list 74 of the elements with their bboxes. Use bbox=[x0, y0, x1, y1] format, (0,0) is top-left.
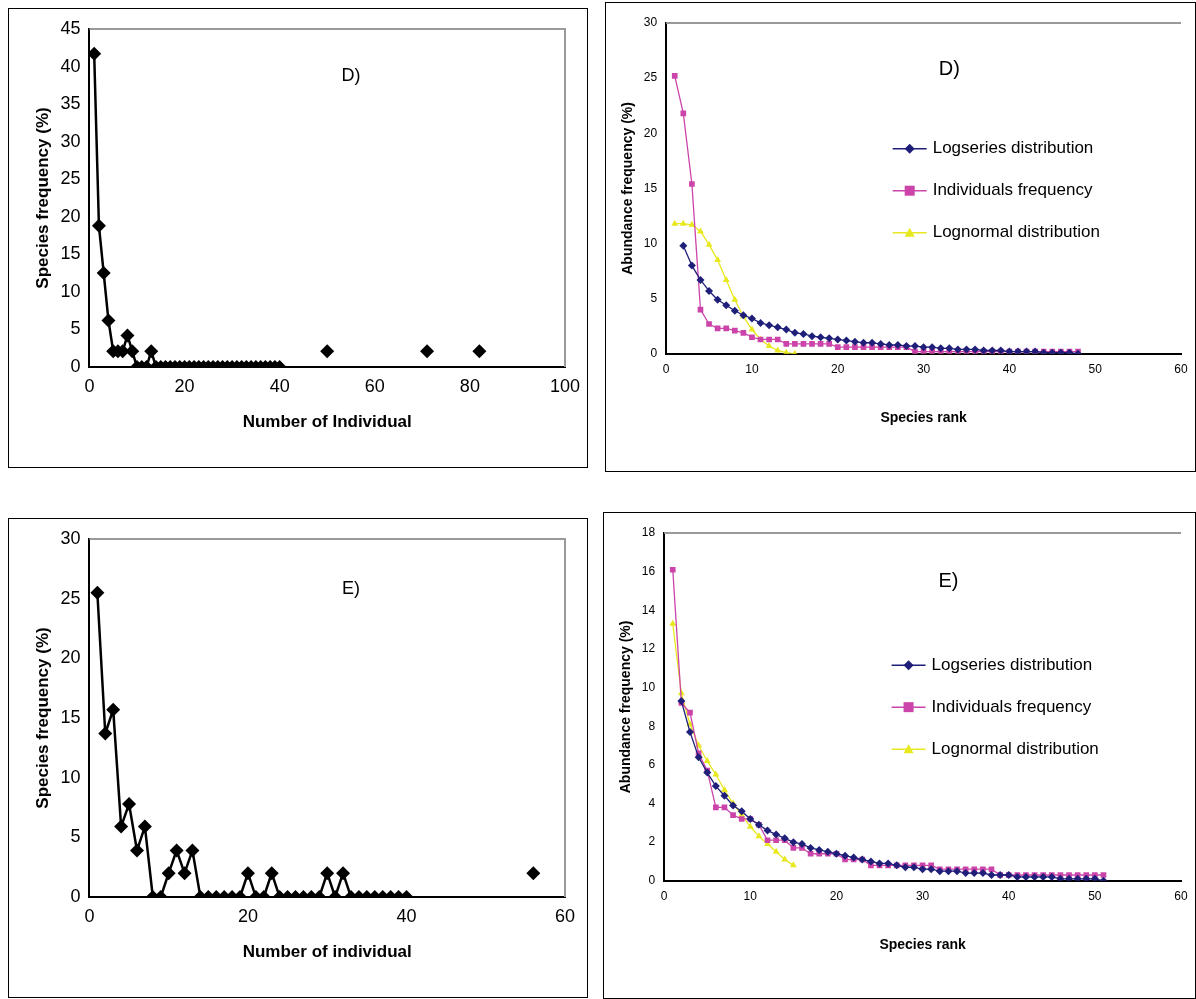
x-tick-label: 10 bbox=[745, 362, 759, 377]
x-tick-label: 20 bbox=[829, 889, 844, 904]
x-tick-label: 30 bbox=[916, 362, 931, 377]
y-tick-label: 20 bbox=[643, 125, 658, 140]
legend-label: Lognormal distribution bbox=[931, 738, 1099, 758]
legend-label: Logseries distribution bbox=[932, 138, 1094, 158]
annotation: D) bbox=[938, 56, 960, 79]
legend-label: Individuals frequency bbox=[931, 696, 1092, 716]
x-axis-title: Species rank bbox=[879, 936, 966, 953]
y-tick-label: 20 bbox=[60, 647, 81, 668]
y-tick-label: 25 bbox=[60, 587, 81, 608]
y-tick-label: 10 bbox=[60, 280, 81, 301]
x-tick-label: 40 bbox=[1002, 889, 1016, 904]
y-tick-label: 0 bbox=[650, 346, 658, 361]
x-axis-title: Number of Individual bbox=[242, 412, 412, 432]
x-tick-label: 0 bbox=[660, 889, 668, 904]
y-tick-label: 12 bbox=[641, 641, 656, 656]
x-tick-label: 60 bbox=[364, 375, 385, 396]
y-tick-label: 20 bbox=[60, 205, 81, 226]
y-tick-label: 10 bbox=[643, 235, 658, 250]
x-tick-label: 20 bbox=[237, 905, 258, 926]
y-tick-label: 8 bbox=[648, 718, 656, 733]
y-tick-label: 18 bbox=[641, 525, 656, 540]
x-tick-label: 60 bbox=[1174, 362, 1188, 377]
y-tick-label: 5 bbox=[650, 290, 658, 305]
y-tick-label: 14 bbox=[641, 602, 656, 617]
y-tick-label: 4 bbox=[648, 795, 656, 810]
x-tick-label: 50 bbox=[1088, 362, 1103, 377]
x-tick-label: 0 bbox=[84, 375, 95, 396]
x-tick-label: 60 bbox=[1174, 889, 1188, 904]
annotation: D) bbox=[341, 65, 361, 86]
x-tick-label: 10 bbox=[743, 889, 758, 904]
x-tick-label: 40 bbox=[1002, 362, 1017, 377]
y-tick-label: 16 bbox=[641, 563, 656, 578]
y-axis-title: Abundance frequency (%) bbox=[619, 102, 636, 275]
y-tick-label: 10 bbox=[60, 766, 81, 787]
y-tick-label: 15 bbox=[643, 180, 658, 195]
y-axis-title: Abundance frequency (%) bbox=[617, 620, 634, 794]
x-tick-label: 60 bbox=[554, 905, 576, 926]
y-tick-label: 6 bbox=[648, 757, 656, 772]
y-tick-label: 10 bbox=[641, 679, 656, 694]
y-tick-label: 30 bbox=[643, 15, 658, 30]
x-tick-label: 80 bbox=[459, 375, 480, 396]
annotation: E) bbox=[938, 569, 959, 592]
y-tick-label: 0 bbox=[648, 873, 656, 888]
y-axis-title: Species frequency (%) bbox=[32, 627, 52, 809]
annotation: E) bbox=[341, 578, 360, 599]
y-tick-label: 25 bbox=[60, 168, 81, 189]
x-tick-label: 0 bbox=[84, 905, 95, 926]
x-tick-label: 50 bbox=[1088, 889, 1102, 904]
x-tick-label: 40 bbox=[269, 375, 290, 396]
legend-label: Logseries distribution bbox=[931, 654, 1093, 674]
x-tick-label: 20 bbox=[831, 362, 845, 377]
legend-label: Lognormal distribution bbox=[932, 222, 1100, 242]
y-tick-label: 25 bbox=[643, 70, 658, 85]
x-tick-label: 30 bbox=[915, 889, 930, 904]
y-tick-label: 30 bbox=[60, 527, 81, 548]
x-tick-label: 100 bbox=[549, 375, 581, 396]
y-tick-label: 15 bbox=[60, 706, 81, 727]
x-tick-label: 0 bbox=[662, 362, 670, 377]
y-tick-label: 35 bbox=[60, 93, 81, 114]
x-axis-title: Species rank bbox=[880, 409, 967, 426]
x-tick-label: 20 bbox=[174, 375, 195, 396]
legend-label: Individuals frequency bbox=[932, 180, 1093, 200]
y-tick-label: 5 bbox=[70, 318, 81, 339]
y-tick-label: 45 bbox=[60, 17, 81, 38]
x-tick-label: 40 bbox=[396, 905, 417, 926]
y-tick-label: 2 bbox=[648, 834, 656, 849]
y-tick-label: 15 bbox=[60, 243, 81, 264]
y-tick-label: 5 bbox=[70, 826, 81, 847]
y-tick-label: 30 bbox=[60, 130, 81, 151]
y-axis-title: Species frequency (%) bbox=[32, 107, 52, 289]
y-tick-label: 40 bbox=[60, 55, 81, 76]
x-axis-title: Number of individual bbox=[242, 942, 412, 962]
